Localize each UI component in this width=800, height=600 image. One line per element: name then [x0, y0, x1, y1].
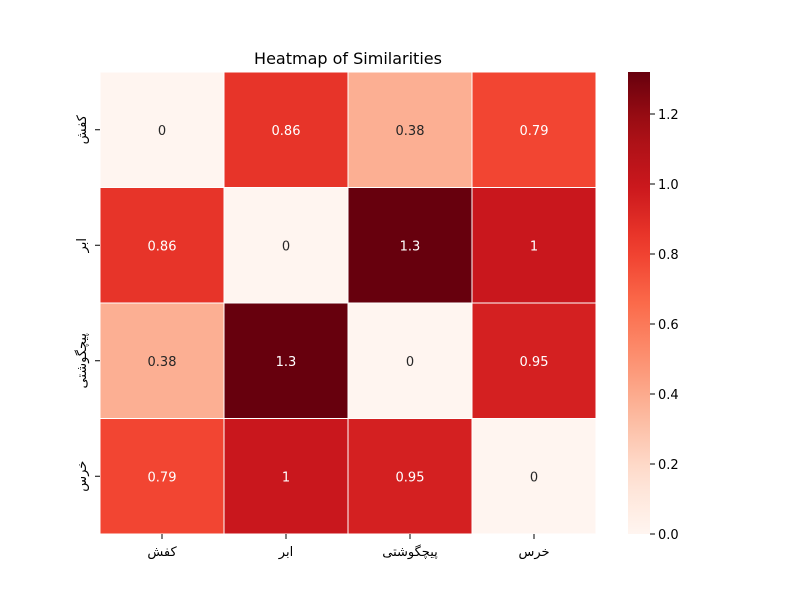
cell-annotation: 0.86 — [272, 124, 301, 139]
x-tick-label: ابر — [278, 545, 293, 560]
heatmap-cell — [347, 418, 473, 535]
colorbar-tick-label: 0.2 — [658, 458, 679, 473]
heatmap-cell — [347, 71, 473, 188]
cell-annotation: 0.38 — [148, 355, 177, 370]
heatmap-cell — [223, 418, 349, 535]
heatmap-cell — [223, 71, 349, 188]
cell-annotation: 1 — [282, 470, 290, 485]
heatmap-cell — [471, 418, 597, 535]
colorbar-gradient — [628, 72, 650, 534]
x-tick-label: خرس — [518, 545, 549, 560]
colorbar-tick-label: 1.0 — [658, 178, 679, 193]
y-tick-label: ابر — [75, 238, 90, 253]
colorbar-tick-label: 0.6 — [658, 318, 679, 333]
cell-annotation: 0.95 — [396, 470, 425, 485]
cell-annotation: 0.79 — [148, 470, 177, 485]
heatmap-cell — [99, 71, 225, 188]
x-tick-label: کفش — [147, 545, 177, 560]
y-tick-label: پیچگوشتی — [74, 333, 90, 389]
y-axis: کفش ابر پیچگوشتی خرس — [74, 114, 100, 492]
x-axis: کفش ابر پیچگوشتی خرس — [147, 534, 550, 560]
colorbar-tick-label: 0.4 — [658, 388, 679, 403]
heatmap-cell — [471, 187, 597, 304]
heatmap-cell — [223, 302, 349, 419]
y-tick-label: کفش — [75, 114, 90, 144]
cell-annotation: 0 — [158, 124, 166, 139]
chart-title: Heatmap of Similarities — [254, 49, 442, 68]
cell-annotation: 0.95 — [520, 355, 549, 370]
cell-annotation: 0 — [406, 355, 414, 370]
heatmap-cells — [99, 71, 597, 535]
cell-annotation: 0.86 — [148, 239, 177, 254]
x-tick-label: پیچگوشتی — [382, 544, 438, 560]
y-tick-label: خرس — [75, 461, 90, 492]
cell-annotation: 0.79 — [520, 124, 549, 139]
heatmap-cell — [223, 187, 349, 304]
cell-annotation: 1.3 — [400, 239, 421, 254]
heatmap-cell — [471, 71, 597, 188]
heatmap-cell — [99, 418, 225, 535]
cell-annotations: 0 0.86 0.38 0.79 0.86 0 1.3 1 0.38 1.3 0 0.95 0.79 1 0… — [148, 124, 549, 486]
cell-annotation: 0.38 — [396, 124, 425, 139]
colorbar-tick-label: 0.0 — [658, 528, 679, 543]
cell-annotation: 0 — [530, 470, 538, 485]
colorbar-tick-label: 1.2 — [658, 108, 679, 123]
heatmap-cell — [471, 302, 597, 419]
cell-annotation: 0 — [282, 239, 290, 254]
heatmap-cell — [99, 187, 225, 304]
cell-annotation: 1 — [530, 239, 538, 254]
colorbar-tick-label: 0.8 — [658, 248, 679, 263]
colorbar: 0.0 0.2 0.4 0.6 0.8 1.0 1.2 — [628, 72, 679, 543]
cell-annotation: 1.3 — [276, 355, 297, 370]
